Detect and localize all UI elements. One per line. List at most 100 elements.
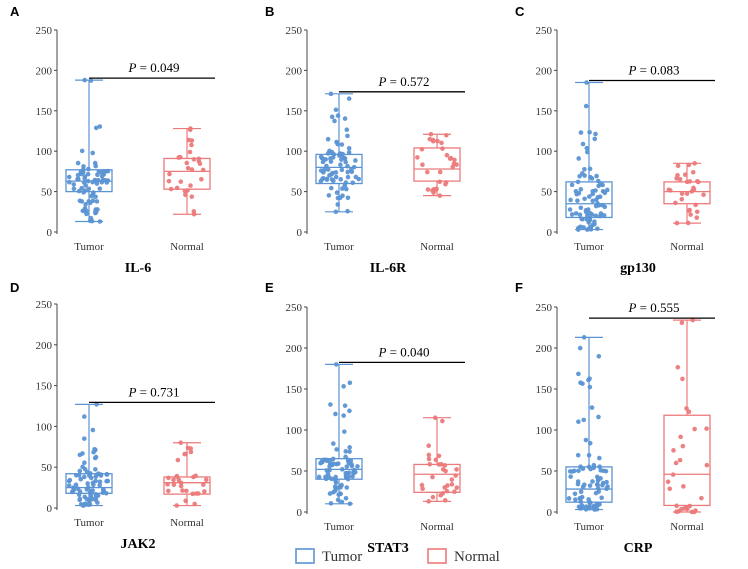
data-point xyxy=(426,443,431,449)
data-point xyxy=(81,180,87,185)
data-point xyxy=(85,485,91,490)
x-category-label: Tumor xyxy=(74,241,104,253)
data-point xyxy=(581,335,587,340)
data-point xyxy=(436,453,442,459)
data-point xyxy=(338,151,343,157)
data-point xyxy=(349,462,354,467)
data-point xyxy=(92,160,98,166)
data-point xyxy=(342,403,348,408)
y-tick-label: 50 xyxy=(41,187,53,199)
data-point xyxy=(686,162,692,168)
data-point xyxy=(695,179,700,184)
data-point xyxy=(583,103,589,109)
data-point xyxy=(349,169,355,175)
data-point xyxy=(574,191,580,197)
y-tick-label: 50 xyxy=(41,462,53,474)
data-point xyxy=(77,452,83,458)
data-point xyxy=(587,166,593,172)
data-point xyxy=(593,213,599,219)
data-point xyxy=(674,503,679,509)
data-point xyxy=(444,152,450,158)
data-point xyxy=(600,188,606,194)
p-value-label: P = 0.731 xyxy=(127,384,179,399)
data-point xyxy=(103,490,109,496)
data-point xyxy=(430,474,435,480)
data-point xyxy=(91,190,96,195)
data-point xyxy=(430,137,436,143)
box-normal xyxy=(163,126,211,217)
box-tumor xyxy=(65,77,113,224)
data-point xyxy=(592,221,597,227)
data-point xyxy=(319,155,325,161)
y-tick-label: 50 xyxy=(541,187,553,199)
data-point xyxy=(83,208,89,214)
data-point xyxy=(452,489,457,495)
data-point xyxy=(174,503,180,508)
box-tumor xyxy=(65,402,113,508)
data-point xyxy=(578,464,583,470)
data-point xyxy=(442,485,448,490)
data-point xyxy=(344,186,349,192)
data-point xyxy=(329,177,335,182)
x-axis-title: IL-6 xyxy=(125,261,151,276)
data-point xyxy=(683,505,689,511)
data-point xyxy=(351,164,357,170)
panel-f: F 0 50 100 150 200 250 Tumor Normal CRP P = 0.555 xyxy=(515,280,715,556)
data-point xyxy=(443,180,449,185)
data-point xyxy=(333,174,339,180)
data-point xyxy=(586,377,591,383)
data-point xyxy=(576,468,581,474)
data-point xyxy=(92,446,97,452)
data-point xyxy=(182,188,188,194)
panel-letter: D xyxy=(10,280,19,295)
data-point xyxy=(333,209,339,215)
y-tick-label: 200 xyxy=(536,343,553,355)
data-point xyxy=(572,491,578,497)
data-point xyxy=(174,185,180,191)
data-point xyxy=(426,452,432,458)
x-category-label: Normal xyxy=(670,521,704,533)
data-point xyxy=(80,208,86,214)
data-point xyxy=(351,467,357,473)
data-point xyxy=(353,158,358,163)
data-point xyxy=(82,176,87,181)
data-point xyxy=(451,161,457,166)
data-point xyxy=(673,460,679,466)
data-point xyxy=(85,481,90,486)
data-point xyxy=(437,193,443,198)
data-point xyxy=(426,456,432,462)
box-tumor xyxy=(565,80,613,232)
data-point xyxy=(596,203,602,208)
data-point xyxy=(104,472,110,477)
data-point xyxy=(327,491,333,496)
data-point xyxy=(603,468,609,474)
panel-b: B 0 50 100 150 200 250 Tumor Normal IL-6R P = 0.57… xyxy=(265,4,465,276)
y-tick-label: 150 xyxy=(36,381,53,393)
data-point xyxy=(575,179,581,185)
data-point xyxy=(328,185,334,191)
data-point xyxy=(338,162,343,168)
data-point xyxy=(335,113,341,118)
x-category-label: Tumor xyxy=(574,521,604,533)
data-point xyxy=(343,159,348,165)
data-point xyxy=(339,142,345,147)
data-point xyxy=(185,165,191,171)
y-tick-label: 150 xyxy=(536,384,553,396)
legend: Tumor Normal xyxy=(295,548,500,565)
data-point xyxy=(319,459,325,464)
box-normal xyxy=(163,440,211,508)
data-point xyxy=(338,177,344,182)
data-point xyxy=(189,194,195,199)
data-point xyxy=(199,176,204,182)
data-point xyxy=(316,474,322,480)
data-point xyxy=(191,474,196,480)
data-point xyxy=(333,411,338,417)
data-point xyxy=(342,116,348,121)
data-point xyxy=(328,91,334,97)
data-point xyxy=(424,169,430,175)
data-point xyxy=(355,464,360,469)
data-point xyxy=(341,155,346,160)
y-tick-label: 0 xyxy=(297,227,303,239)
data-point xyxy=(679,320,685,326)
